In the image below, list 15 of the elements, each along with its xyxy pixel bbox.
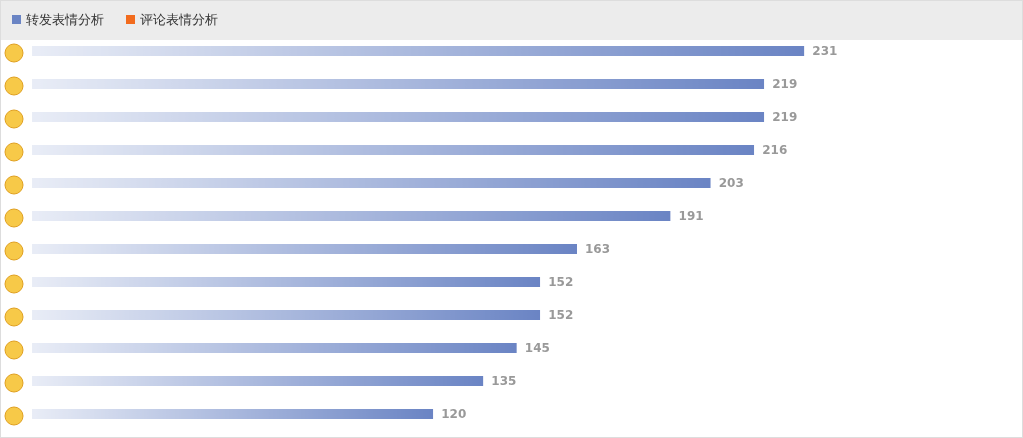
tab: 评论表情分析 — [126, 12, 218, 27]
legend-label: 转发表情分析 — [26, 12, 104, 27]
data-label: 203 — [718, 176, 744, 190]
data-label: 152 — [548, 275, 574, 289]
data-label: 152 — [548, 308, 574, 322]
legend-item: 转发表情分析 — [12, 12, 104, 27]
data-label: 135 — [491, 374, 517, 388]
data-label: 216 — [762, 143, 788, 157]
data-label: 163 — [584, 242, 611, 256]
data-label: 120 — [441, 407, 467, 421]
data-label: 219 — [772, 110, 798, 124]
data-label: 191 — [678, 209, 704, 223]
data-label: 219 — [772, 77, 798, 91]
data-label: 145 — [524, 341, 550, 355]
data-label: 231 — [812, 44, 838, 58]
